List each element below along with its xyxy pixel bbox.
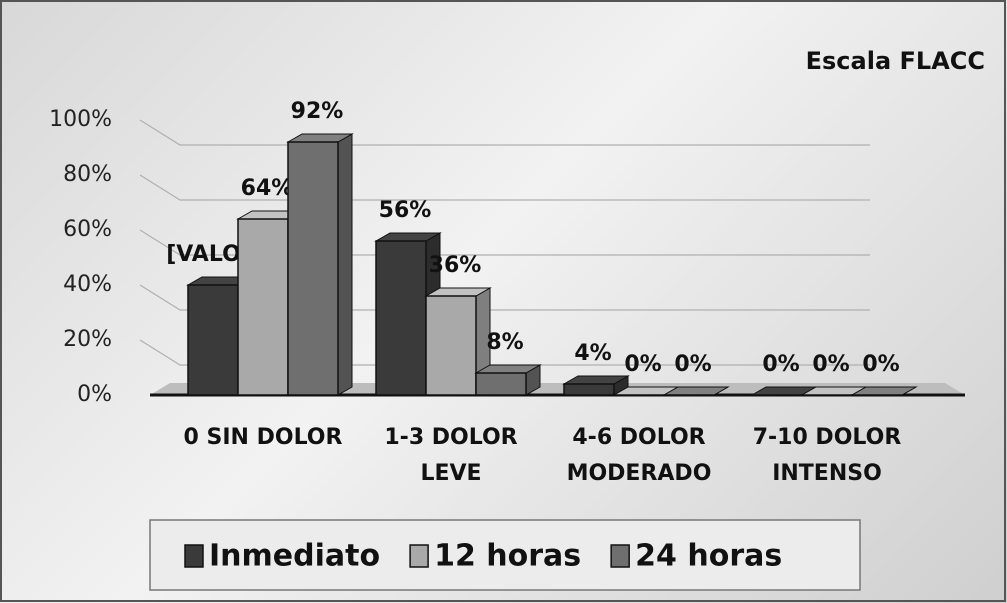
bar-side [337,133,353,396]
y-tick-label: 20% [63,327,112,352]
grid-line [139,119,870,146]
legend-label: Inmediato [209,539,380,574]
legend-swatch [409,544,429,568]
legend-label: 24 horas [635,539,782,574]
grid-line [139,229,870,256]
bar [287,141,339,396]
data-label: 0% [624,352,661,377]
data-label: 0% [862,352,899,377]
x-tick-label: 4-6 DOLOR MODERADO [566,425,712,486]
grid-line [139,284,870,311]
bar [425,295,477,396]
y-tick-label: 100% [49,107,112,132]
chart-title: Escala FLACC [806,47,985,75]
bar [375,240,427,396]
data-label: 36% [429,253,482,278]
y-tick-label: 80% [63,162,112,187]
x-tick-label: 0 SIN DOLOR [183,425,343,450]
data-label: 4% [574,341,611,366]
data-label: 92% [291,99,344,124]
grid-line [139,174,870,201]
data-label: 8% [486,330,523,355]
data-label: 0% [812,352,849,377]
data-label: 0% [762,352,799,377]
x-tick-label: 1-3 DOLOR LEVE [384,425,518,486]
grid-line [139,339,870,366]
data-label: 64% [241,176,294,201]
x-tick-label: 7-10 DOLOR INTENSO [752,425,902,486]
bar [237,218,289,396]
y-tick-label: 60% [63,217,112,242]
bar [187,284,239,396]
legend-swatch [184,544,204,568]
data-label: 0% [674,352,711,377]
y-tick-label: 0% [77,382,112,407]
y-tick-label: 40% [63,272,112,297]
legend-box [149,519,861,591]
data-label: 56% [379,198,432,223]
legend-label: 12 horas [434,539,581,574]
legend-swatch [610,544,630,568]
bar [563,383,615,396]
bar [475,372,527,396]
